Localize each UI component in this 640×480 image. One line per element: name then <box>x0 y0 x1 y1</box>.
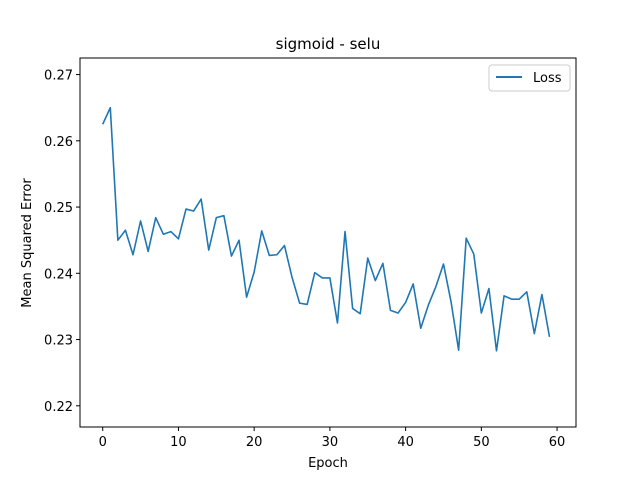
x-tick-label: 50 <box>473 435 490 450</box>
legend: Loss <box>488 64 571 92</box>
x-tick-label: 20 <box>246 435 263 450</box>
y-tick-label: 0.27 <box>44 69 73 84</box>
y-tick-label: 0.26 <box>44 135 73 150</box>
y-axis-label: Mean Squared Error <box>20 178 35 308</box>
series-line-loss <box>101 106 551 352</box>
plot-frame <box>79 57 577 428</box>
x-tick-label: 60 <box>549 435 566 450</box>
x-tick-label: 0 <box>99 435 107 450</box>
x-tick-label: 40 <box>397 435 414 450</box>
x-axis: 0 10 20 30 40 50 60 <box>99 427 566 450</box>
legend-label-loss: Loss <box>533 71 562 86</box>
x-axis-label: Epoch <box>308 456 348 471</box>
x-tick-label: 10 <box>170 435 187 450</box>
y-tick-label: 0.25 <box>44 201 73 216</box>
y-tick-label: 0.22 <box>44 400 73 415</box>
plot-area <box>80 58 576 427</box>
y-axis: 0.22 0.23 0.24 0.25 0.26 0.27 <box>44 69 80 415</box>
y-tick-label: 0.23 <box>44 334 73 349</box>
y-tick-label: 0.24 <box>44 267 73 282</box>
legend-box <box>488 64 571 92</box>
chart-title: sigmoid - selu <box>276 35 381 53</box>
series-layer <box>101 106 551 352</box>
x-tick-label: 30 <box>322 435 339 450</box>
